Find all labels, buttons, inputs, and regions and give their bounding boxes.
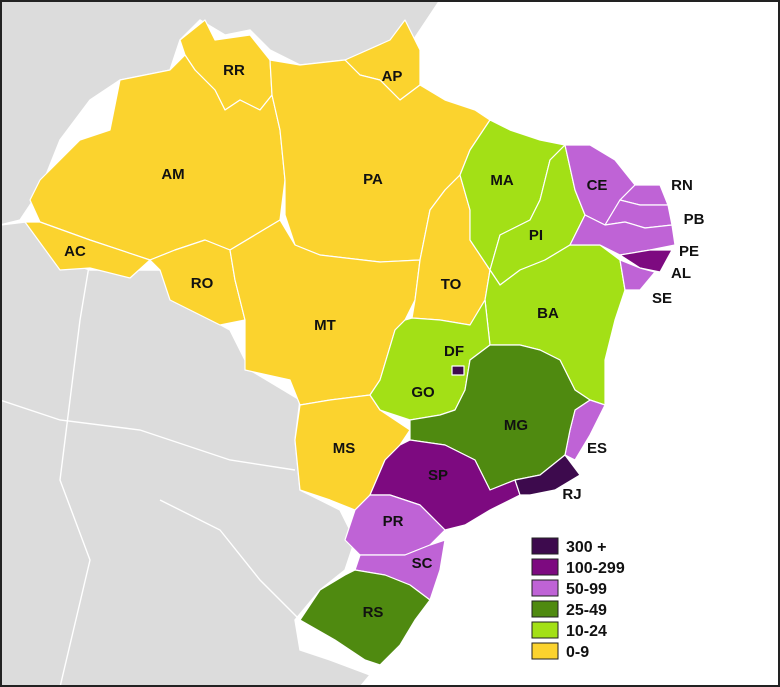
legend: 300 + 100-299 50-99 25-49 10-24 0-9	[531, 537, 625, 661]
label-ms: MS	[333, 440, 356, 457]
legend-label: 10-24	[566, 623, 607, 640]
state-ac[interactable]	[24, 221, 151, 279]
state-sp[interactable]	[369, 439, 521, 531]
label-mg: MG	[504, 417, 528, 434]
label-pi: PI	[529, 227, 543, 244]
label-rr: RR	[223, 62, 245, 79]
label-am: AM	[161, 166, 184, 183]
legend-item: 300 +	[531, 537, 606, 556]
state-al[interactable]	[619, 249, 673, 273]
states-layer	[24, 19, 676, 666]
label-pr: PR	[383, 513, 404, 530]
state-rj[interactable]	[514, 454, 581, 496]
neighbor-border	[0, 399, 296, 471]
legend-swatch	[531, 642, 559, 660]
legend-swatch	[531, 537, 559, 555]
state-df[interactable]	[451, 365, 465, 376]
legend-label: 0-9	[566, 644, 589, 661]
neighbor-border	[159, 499, 301, 621]
label-ap: AP	[382, 68, 403, 85]
label-sp: SP	[428, 467, 448, 484]
legend-item: 0-9	[531, 642, 589, 661]
label-pa: PA	[363, 171, 383, 188]
label-rn: RN	[671, 177, 693, 194]
legend-swatch	[531, 558, 559, 576]
label-se: SE	[652, 290, 672, 307]
label-to: TO	[441, 276, 462, 293]
legend-item: 10-24	[531, 621, 607, 640]
label-sc: SC	[412, 555, 433, 572]
label-mt: MT	[314, 317, 336, 334]
legend-label: 25-49	[566, 602, 607, 619]
label-pb: PB	[684, 211, 705, 228]
label-ma: MA	[490, 172, 513, 189]
legend-swatch	[531, 621, 559, 639]
legend-label: 300 +	[566, 539, 606, 556]
label-rs: RS	[363, 604, 384, 621]
label-ac: AC	[64, 243, 86, 260]
label-ro: RO	[191, 275, 214, 292]
state-pr[interactable]	[344, 494, 446, 556]
legend-swatch	[531, 579, 559, 597]
label-rj: RJ	[562, 486, 581, 503]
label-go: GO	[411, 384, 435, 401]
label-pe: PE	[679, 243, 699, 260]
legend-item: 100-299	[531, 558, 625, 577]
label-ba: BA	[537, 305, 559, 322]
legend-swatch	[531, 600, 559, 618]
legend-item: 50-99	[531, 579, 607, 598]
state-se[interactable]	[619, 259, 656, 291]
state-rs[interactable]	[299, 569, 431, 666]
legend-item: 25-49	[531, 600, 607, 619]
legend-label: 100-299	[566, 560, 625, 577]
label-df: DF	[444, 343, 464, 360]
state-labels: RR AP AM PA AC RO MT TO MS MA PI BA GO C…	[64, 62, 704, 621]
label-al: AL	[671, 265, 691, 282]
state-pe[interactable]	[569, 214, 676, 256]
label-es: ES	[587, 440, 607, 457]
legend-label: 50-99	[566, 581, 607, 598]
label-ce: CE	[587, 177, 608, 194]
